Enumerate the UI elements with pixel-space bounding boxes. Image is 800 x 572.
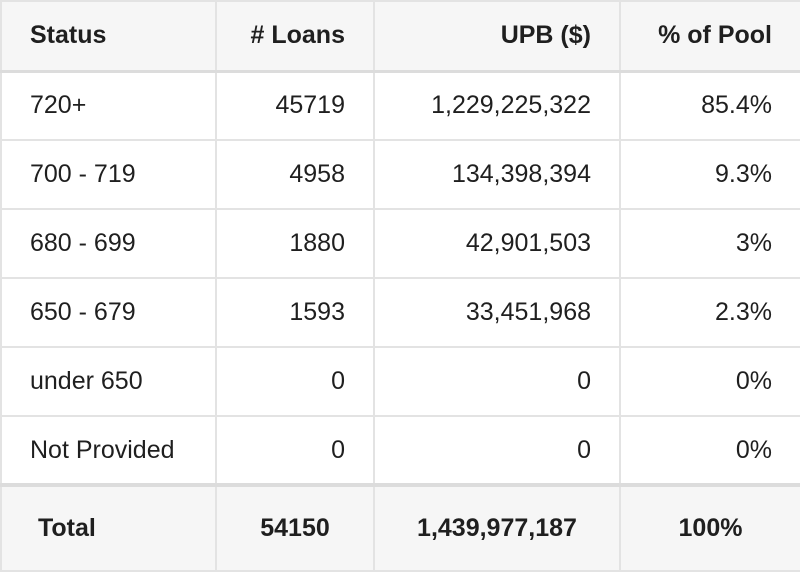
cell-pct-pool: 2.3% [619, 277, 800, 348]
header-status: Status [0, 0, 217, 73]
cell-pct-pool: 0% [619, 415, 800, 486]
cell-status: 700 - 719 [0, 139, 217, 210]
header-upb: UPB ($) [373, 0, 621, 73]
table-row: Not Provided 0 0 0% [0, 415, 800, 486]
cell-pct-pool: 85.4% [619, 70, 800, 141]
header-pct-pool: % of Pool [619, 0, 800, 73]
table-header: Status # Loans UPB ($) % of Pool [0, 0, 800, 73]
cell-pct-pool: 9.3% [619, 139, 800, 210]
table-row: 650 - 679 1593 33,451,968 2.3% [0, 277, 800, 348]
cell-loans: 1880 [215, 208, 375, 279]
cell-upb: 0 [373, 346, 621, 417]
cell-upb: 42,901,503 [373, 208, 621, 279]
header-loans: # Loans [215, 0, 375, 73]
table-footer: Total 54150 1,439,977,187 100% [0, 483, 800, 572]
cell-upb: 0 [373, 415, 621, 486]
cell-status: under 650 [0, 346, 217, 417]
cell-status: 650 - 679 [0, 277, 217, 348]
cell-pct-pool: 3% [619, 208, 800, 279]
table-row: under 650 0 0 0% [0, 346, 800, 417]
cell-status: 680 - 699 [0, 208, 217, 279]
total-row: Total 54150 1,439,977,187 100% [0, 483, 800, 572]
total-label: Total [0, 483, 217, 572]
cell-upb: 1,229,225,322 [373, 70, 621, 141]
total-pct-pool: 100% [619, 483, 800, 572]
header-row: Status # Loans UPB ($) % of Pool [0, 0, 800, 73]
table-body: 720+ 45719 1,229,225,322 85.4% 700 - 719… [0, 70, 800, 486]
total-loans: 54150 [215, 483, 375, 572]
cell-status: Not Provided [0, 415, 217, 486]
cell-upb: 134,398,394 [373, 139, 621, 210]
cell-upb: 33,451,968 [373, 277, 621, 348]
cell-loans: 0 [215, 415, 375, 486]
cell-status: 720+ [0, 70, 217, 141]
total-upb: 1,439,977,187 [373, 483, 621, 572]
cell-loans: 45719 [215, 70, 375, 141]
cell-loans: 4958 [215, 139, 375, 210]
table-row: 720+ 45719 1,229,225,322 85.4% [0, 70, 800, 141]
table-row: 680 - 699 1880 42,901,503 3% [0, 208, 800, 279]
cell-loans: 0 [215, 346, 375, 417]
cell-pct-pool: 0% [619, 346, 800, 417]
table-row: 700 - 719 4958 134,398,394 9.3% [0, 139, 800, 210]
cell-loans: 1593 [215, 277, 375, 348]
